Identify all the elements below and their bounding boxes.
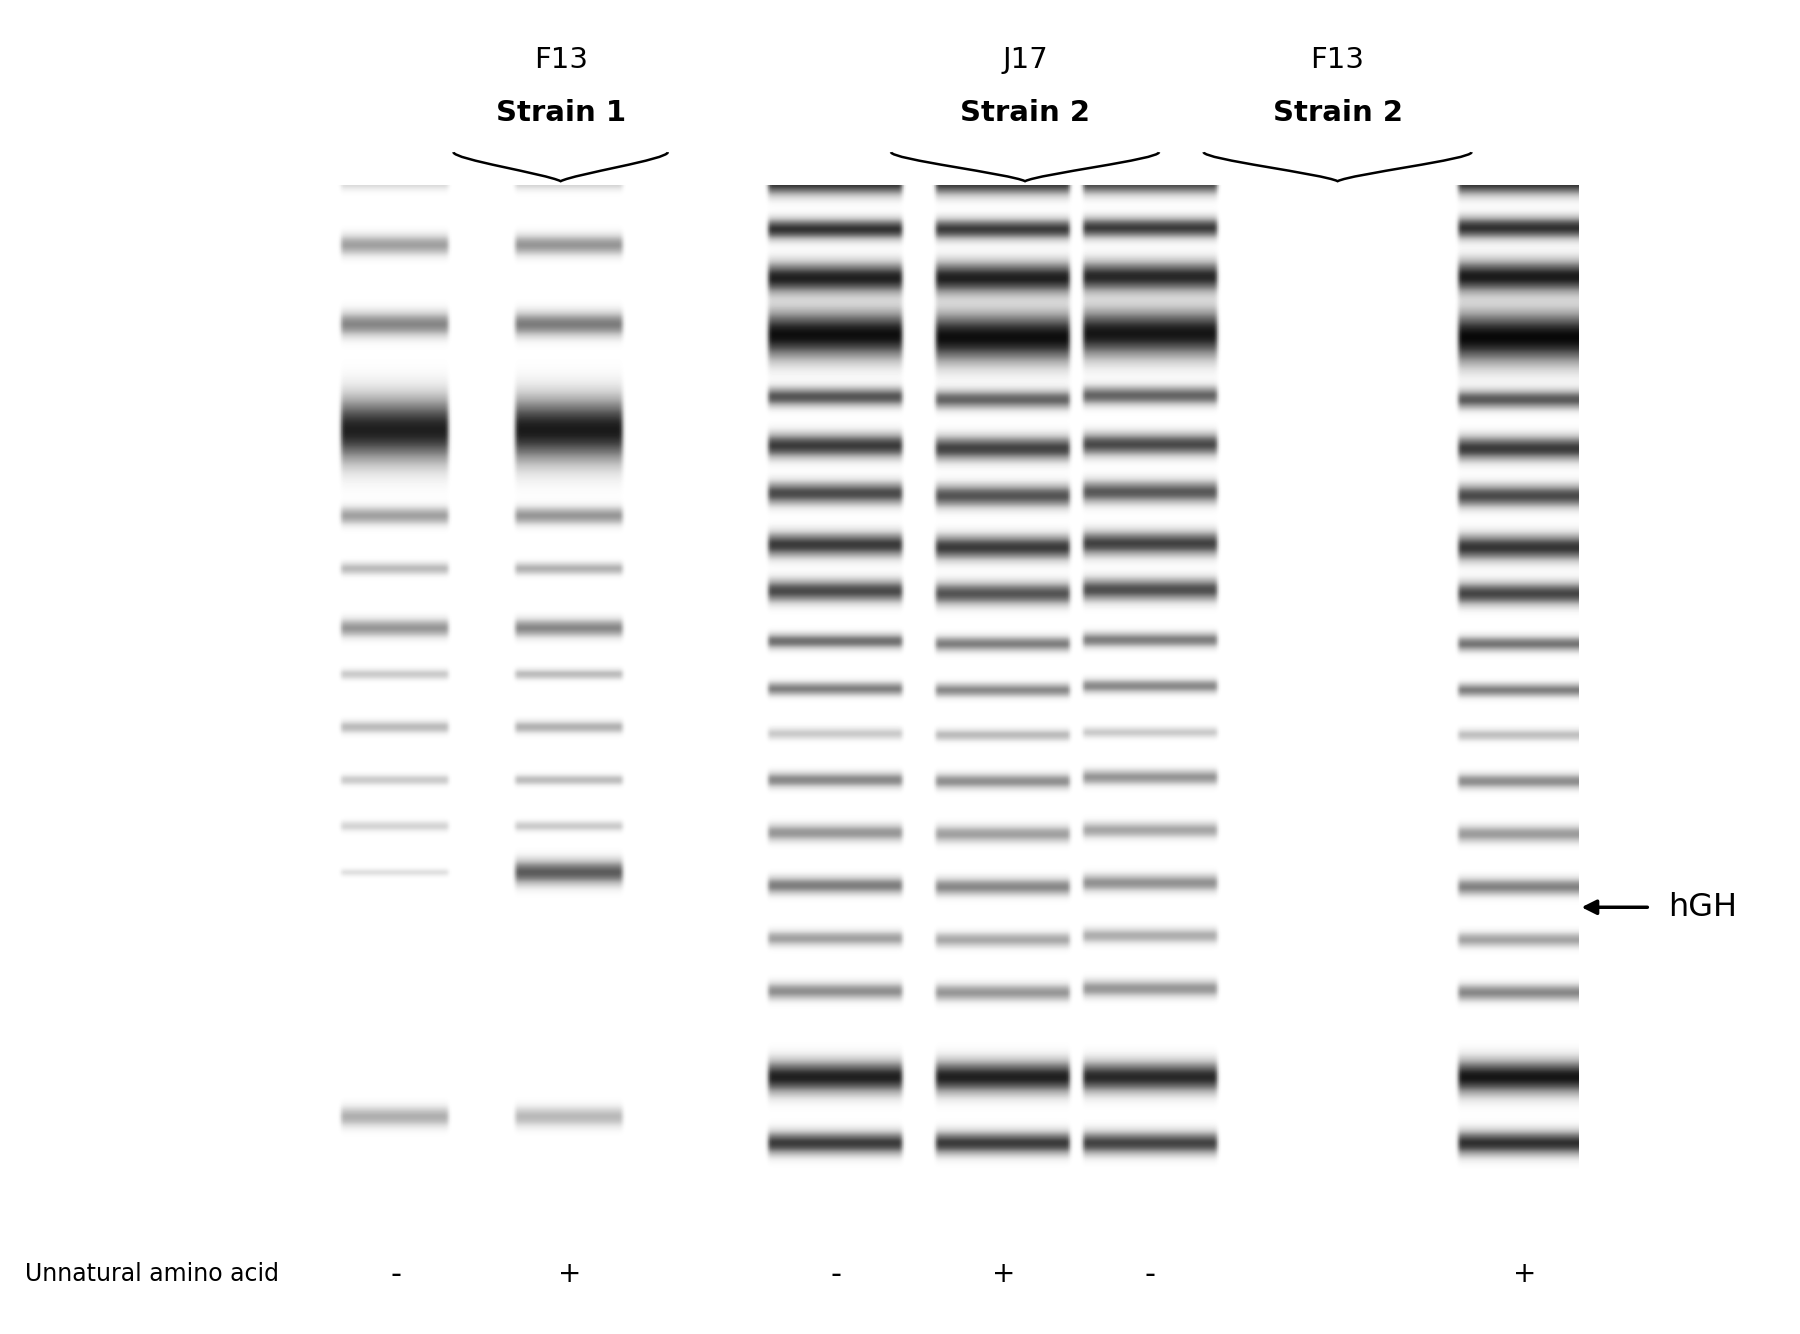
Text: Strain 2: Strain 2 xyxy=(1273,99,1402,127)
Text: F13: F13 xyxy=(1310,45,1364,73)
Text: -: - xyxy=(1145,1259,1156,1289)
Text: -: - xyxy=(830,1259,841,1289)
Text: Unnatural amino acid: Unnatural amino acid xyxy=(25,1262,279,1286)
Text: +: + xyxy=(558,1261,581,1289)
Text: Strain 1: Strain 1 xyxy=(495,99,626,127)
Text: F13: F13 xyxy=(533,45,587,73)
Text: Strain 2: Strain 2 xyxy=(959,99,1091,127)
Text: +: + xyxy=(1514,1261,1537,1289)
Text: -: - xyxy=(391,1259,401,1289)
Text: hGH: hGH xyxy=(1669,891,1737,923)
Text: +: + xyxy=(992,1261,1015,1289)
Text: J17: J17 xyxy=(1003,45,1048,73)
